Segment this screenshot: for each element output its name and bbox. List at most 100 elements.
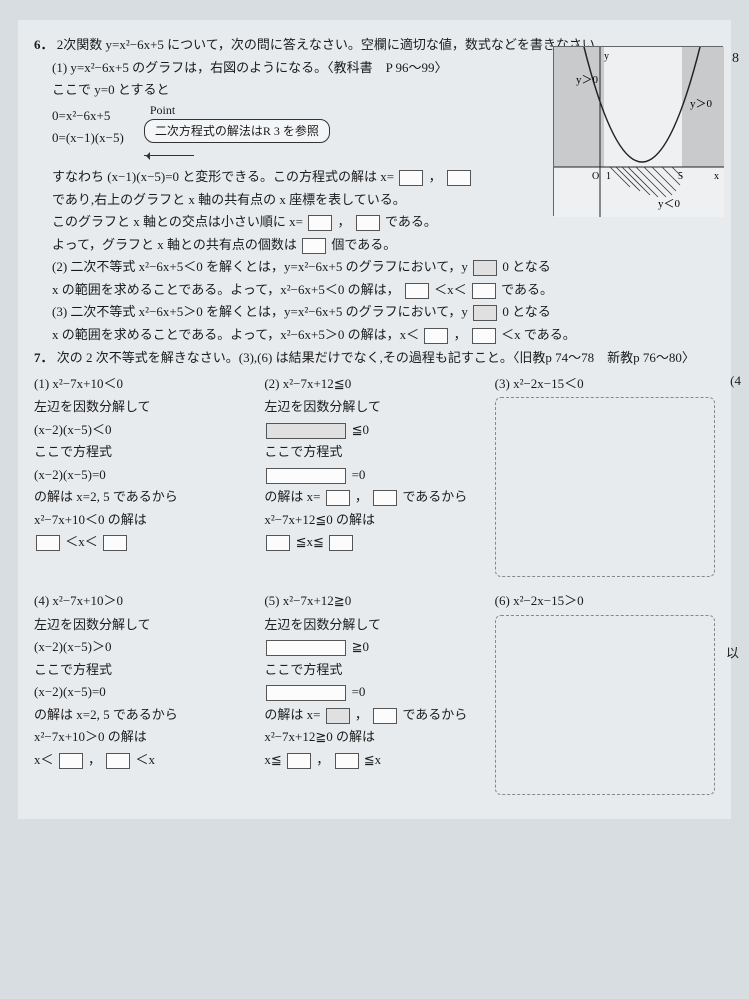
q6-2-l1b: 0 となる [502, 259, 550, 274]
q7-4-l6: x²−7x+10＞0 の解は [34, 727, 254, 747]
q7-2-num: (2) [264, 376, 279, 391]
q7-5-l5a: の解は x= [264, 707, 320, 722]
blank-input[interactable] [36, 535, 60, 551]
blank-input[interactable] [473, 260, 497, 276]
q6-1-l7a: このグラフと x 軸との交点は小さい順に x= [52, 214, 303, 229]
q7-5-l1: 左辺を因数分解して [264, 615, 484, 635]
q6-3-l1b: 0 となる [502, 304, 550, 319]
q6-1-l2: ここで y=0 とすると [52, 80, 562, 100]
blank-input[interactable] [356, 215, 380, 231]
q6-stem-text: 2次関数 y=x²−6x+5 について，次の問に答えなさい。空欄に適切な値，数式… [57, 37, 608, 52]
q7-2-l4b: =0 [352, 467, 366, 482]
blank-input[interactable] [326, 490, 350, 506]
q7-1-l3: ここで方程式 [34, 442, 254, 462]
x1-label: 1 [606, 171, 611, 182]
q7-4-l4: (x−2)(x−5)=0 [34, 682, 254, 702]
q6-number: 6． [34, 37, 54, 52]
q6-1-l8b: 個である。 [331, 237, 396, 252]
q7-5-post: ≦x [364, 752, 381, 767]
q6-1-num: (1) [52, 60, 67, 75]
arrow-icon [144, 155, 194, 156]
q6-2-num: (2) [52, 259, 67, 274]
blank-input[interactable] [326, 708, 350, 724]
blank-input[interactable] [329, 535, 353, 551]
blank-input[interactable] [266, 535, 290, 551]
margin-text: 以 [722, 646, 742, 659]
q7: 7． 次の 2 次不等式を解きなさい。(3),(6) は結果だけでなく,その過程… [34, 348, 715, 795]
q7-5-num: (5) [264, 593, 279, 608]
blank-input[interactable] [308, 215, 332, 231]
work-area[interactable] [495, 615, 715, 795]
blank-input[interactable] [103, 535, 127, 551]
q7-row2: (4) x²−7x+10＞0 左辺を因数分解して (x−2)(x−5)＞0 ここ… [34, 591, 715, 795]
q7-4-l3: ここで方程式 [34, 660, 254, 680]
blank-input[interactable] [399, 170, 423, 186]
q7-1-l6: x²−7x+10＜0 の解は [34, 510, 254, 530]
q6-2-mid: ＜x＜ [434, 282, 467, 297]
q7-2-eq: x²−7x+12≦0 [283, 376, 351, 391]
comma: ， [88, 752, 101, 767]
q7-1-l4: (x−2)(x−5)=0 [34, 465, 254, 485]
blank-input[interactable] [266, 640, 346, 656]
parabola-graph: y y＞0 y＞0 O 1 5 x y＜0 [553, 46, 723, 216]
q7-4-num: (4) [34, 593, 49, 608]
blank-input[interactable] [473, 305, 497, 321]
q7-6-num: (6) [495, 593, 510, 608]
blank-input[interactable] [373, 708, 397, 724]
blank-input[interactable] [266, 468, 346, 484]
blank-input[interactable] [59, 753, 83, 769]
q7-stem: 次の 2 次不等式を解きなさい。(3),(6) は結果だけでなく,その過程も記す… [57, 350, 695, 365]
ygt0-right: y＞0 [690, 98, 712, 110]
q6-1-l7b: である。 [385, 214, 437, 229]
q7-3-num: (3) [495, 376, 510, 391]
q7-5-pre: x≦ [264, 752, 281, 767]
q7-3: (3) x²−2x−15＜0 [495, 374, 715, 578]
q7-1: (1) x²−7x+10＜0 左辺を因数分解して (x−2)(x−5)＜0 ここ… [34, 374, 254, 578]
q7-4-l5: の解は x=2, 5 であるから [34, 705, 254, 725]
q7-4-post: ＜x [136, 752, 156, 767]
blank-input[interactable] [472, 328, 496, 344]
q7-2-l1: 左辺を因数分解して [264, 397, 484, 417]
q7-6: (6) x²−2x−15＞0 [495, 591, 715, 795]
q7-5: (5) x²−7x+12≧0 左辺を因数分解して ≧0 ここで方程式 =0 の解… [264, 591, 484, 795]
point-label: Point [150, 101, 330, 119]
blank-input[interactable] [335, 753, 359, 769]
q6-3-l1a: 二次不等式 x²−6x+5＞0 を解くとは，y=x²−6x+5 のグラフにおいて… [70, 304, 467, 319]
q6-1-l4: 0=(x−1)(x−5) [52, 128, 124, 148]
q6-2-l1a: 二次不等式 x²−6x+5＜0 を解くとは，y=x²−6x+5 のグラフにおいて… [70, 259, 467, 274]
q7-3-eq: x²−2x−15＜0 [513, 376, 584, 391]
blank-input[interactable] [287, 753, 311, 769]
ylt0-label: y＜0 [658, 198, 680, 210]
q7-2-mid: ≦x≦ [296, 534, 324, 549]
point-text: 二次方程式の解法はR 3 を参照 [155, 124, 319, 138]
q6: 6． 2次関数 y=x²−6x+5 について，次の問に答えなさい。空欄に適切な値… [34, 35, 715, 344]
blank-input[interactable] [447, 170, 471, 186]
blank-input[interactable] [472, 283, 496, 299]
y-axis-label: y [604, 51, 609, 62]
q7-2: (2) x²−7x+12≦0 左辺を因数分解して ≦0 ここで方程式 =0 の解… [264, 374, 484, 578]
work-area[interactable] [495, 397, 715, 577]
comma: ， [355, 489, 368, 504]
blank-input[interactable] [405, 283, 429, 299]
blank-input[interactable] [373, 490, 397, 506]
q6-1-l1: y=x²−6x+5 のグラフは，右図のようになる。〈教科書 P 96～99〉 [70, 60, 447, 75]
q7-4-l1: 左辺を因数分解して [34, 615, 254, 635]
blank-input[interactable] [266, 685, 346, 701]
blank-input[interactable] [266, 423, 346, 439]
q6-2: (2) 二次不等式 x²−6x+5＜0 を解くとは，y=x²−6x+5 のグラフ… [52, 257, 715, 299]
q7-row1: (1) x²−7x+10＜0 左辺を因数分解して (x−2)(x−5)＜0 ここ… [34, 374, 715, 578]
blank-input[interactable] [302, 238, 326, 254]
blank-input[interactable] [424, 328, 448, 344]
q6-1: (1) y=x²−6x+5 のグラフは，右図のようになる。〈教科書 P 96～9… [52, 58, 562, 255]
q6-3: (3) 二次不等式 x²−6x+5＞0 を解くとは，y=x²−6x+5 のグラフ… [52, 302, 715, 344]
q7-6-eq: x²−2x−15＞0 [513, 593, 584, 608]
blank-input[interactable] [106, 753, 130, 769]
q7-1-l5: の解は x=2, 5 であるから [34, 487, 254, 507]
q7-1-eq: x²−7x+10＜0 [52, 376, 123, 391]
q7-5-l6: x²−7x+12≧0 の解は [264, 727, 484, 747]
q6-1-l3: 0=x²−6x+5 [52, 106, 124, 126]
q7-4: (4) x²−7x+10＞0 左辺を因数分解して (x−2)(x−5)＞0 ここ… [34, 591, 254, 795]
q6-3-num: (3) [52, 304, 67, 319]
q7-4-pre: x＜ [34, 752, 54, 767]
worksheet-page: 8 6． 2次関数 y=x²−6x+5 について，次の問に答えなさい。空欄に適切… [18, 20, 731, 819]
